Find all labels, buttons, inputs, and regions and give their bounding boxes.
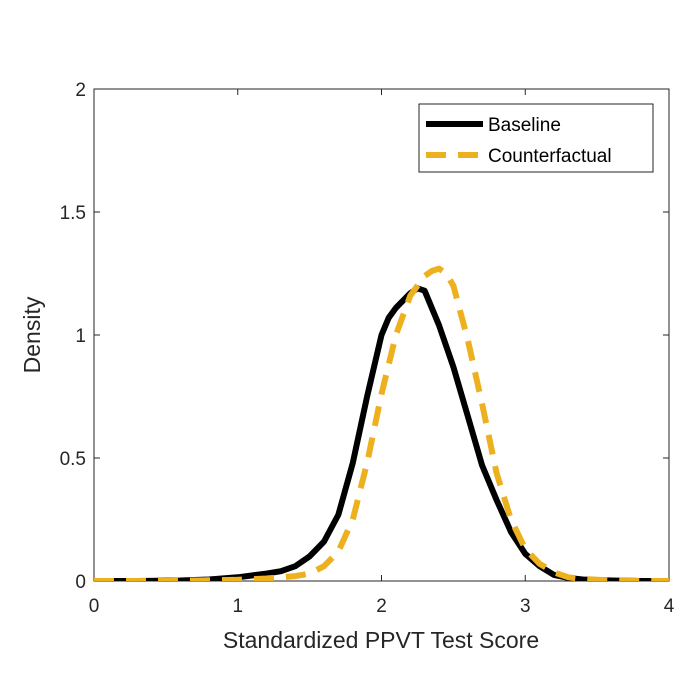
y-tick-label: 1 [75,326,86,347]
y-tick-label: 1.5 [60,203,86,224]
x-tick-label: 1 [232,596,243,617]
x-tick-label: 0 [89,596,100,617]
y-tick-label: 0.5 [60,449,86,470]
x-tick-label: 3 [520,596,531,617]
series-line-counterfactual [94,265,669,581]
x-tick-label: 4 [664,596,675,617]
axis-ticks: 0 1 2 3 4 0 0.5 1 1.5 2 [60,80,675,617]
y-axis-title: Density [19,296,45,373]
x-tick-label: 2 [376,596,387,617]
x-axis-title: Standardized PPVT Test Score [223,627,539,653]
legend-box [418,103,654,173]
legend: Baseline Counterfactual [418,103,654,173]
y-tick-label: 2 [75,80,86,101]
legend-label-baseline: Baseline [488,115,561,136]
legend-label-counterfactual: Counterfactual [488,146,612,167]
y-tick-label: 0 [75,572,86,593]
series-layer [94,265,669,581]
